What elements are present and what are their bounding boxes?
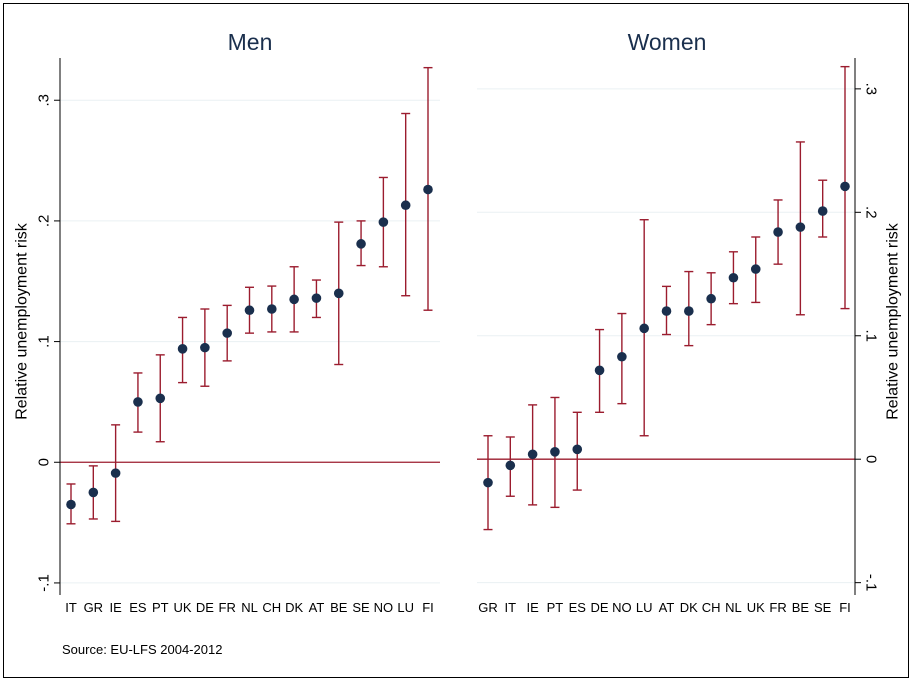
men-category-label-be: BE (330, 600, 348, 615)
men-point-fr (222, 328, 232, 338)
women-category-label-pt: PT (547, 600, 564, 615)
men-point-de (200, 342, 210, 353)
women-y-tick-label: .3 (863, 83, 880, 96)
men-category-label-no: NO (374, 600, 394, 615)
men-point-at (311, 293, 322, 303)
men-category-label-it: IT (65, 600, 77, 615)
men-category-label-at: AT (309, 600, 325, 615)
women-category-label-no: NO (612, 600, 632, 615)
men-category-label-gr: GR (84, 600, 104, 615)
women-category-label-se: SE (814, 600, 832, 615)
men-point-be (333, 288, 344, 299)
women-y-tick-label: 0 (863, 455, 880, 463)
men-category-label-es: ES (129, 600, 147, 615)
men-y-tick-label: -.1 (36, 574, 53, 592)
men-point-lu (400, 200, 411, 211)
figure-border (3, 3, 909, 678)
women-point-lu (639, 323, 649, 334)
men-point-ch (267, 304, 277, 314)
women-category-label-fi: FI (839, 600, 851, 615)
men-point-se (356, 239, 366, 249)
women-category-label-es: ES (569, 600, 587, 615)
women-point-it (505, 460, 516, 471)
women-y-axis-title: Relative unemployment risk (885, 222, 902, 420)
women-point-de (594, 365, 605, 376)
men-category-label-ie: IE (109, 600, 122, 615)
men-point-uk (177, 344, 188, 354)
women-point-uk (750, 264, 761, 274)
women-category-label-at: AT (659, 600, 675, 615)
men-category-label-fi: FI (422, 600, 434, 615)
women-category-label-ch: CH (702, 600, 721, 615)
men-point-it (66, 499, 76, 510)
women-point-ch (706, 293, 716, 304)
women-y-tick-label: .2 (863, 206, 880, 219)
men-point-pt (155, 393, 166, 404)
women-category-label-lu: LU (636, 600, 653, 615)
women-point-pt (550, 447, 560, 457)
men-category-label-ch: CH (262, 600, 281, 615)
men-category-label-de: DE (196, 600, 214, 615)
men-panel-title: Men (228, 29, 273, 55)
women-category-label-be: BE (792, 600, 810, 615)
men-point-no (378, 217, 389, 227)
women-category-label-ie: IE (526, 600, 539, 615)
men-y-axis-title: Relative unemployment risk (14, 222, 31, 420)
women-point-at (661, 306, 672, 316)
men-y-tick-label: .1 (36, 335, 53, 348)
men-point-nl (244, 305, 255, 316)
men-category-label-lu: LU (397, 600, 414, 615)
women-category-label-nl: NL (725, 600, 742, 615)
women-point-nl (728, 272, 739, 283)
panel-men: -.1 0 .1 .2 .3 Relative unemployment risk Men I… (14, 29, 440, 615)
women-point-se (817, 206, 828, 216)
women-point-fi (840, 181, 850, 192)
women-y-tick-label: -.1 (863, 574, 880, 592)
women-point-dk (684, 306, 694, 316)
men-y-tick-label: .2 (36, 215, 53, 228)
men-y-tick-label: 0 (36, 458, 53, 466)
women-category-label-gr: GR (478, 600, 498, 615)
women-point-gr (483, 477, 493, 488)
women-point-be (795, 222, 806, 232)
men-category-label-dk: DK (285, 600, 303, 615)
men-point-gr (88, 487, 99, 498)
men-category-label-uk: UK (174, 600, 192, 615)
men-y-tick-label: .3 (36, 94, 53, 107)
men-point-fi (423, 184, 433, 195)
men-point-dk (289, 294, 299, 305)
men-point-ie (110, 468, 121, 478)
panel-women: -.1 0 .1 .2 .3 Relative unemployment risk Wome… (477, 29, 902, 615)
women-y-tick-label: .1 (863, 330, 880, 343)
men-category-label-nl: NL (241, 600, 258, 615)
women-category-label-fr: FR (769, 600, 786, 615)
men-category-label-pt: PT (152, 600, 169, 615)
women-category-label-de: DE (591, 600, 609, 615)
women-panel-title: Women (628, 29, 707, 55)
women-point-no (617, 351, 627, 362)
women-category-label-dk: DK (680, 600, 698, 615)
men-category-label-fr: FR (219, 600, 236, 615)
men-point-es (133, 397, 143, 407)
women-category-label-it: IT (505, 600, 517, 615)
women-category-label-uk: UK (747, 600, 765, 615)
women-point-ie (527, 449, 538, 460)
source-note: Source: EU-LFS 2004-2012 (62, 642, 222, 657)
women-point-es (572, 444, 583, 455)
men-category-label-se: SE (352, 600, 370, 615)
women-point-fr (773, 227, 783, 237)
